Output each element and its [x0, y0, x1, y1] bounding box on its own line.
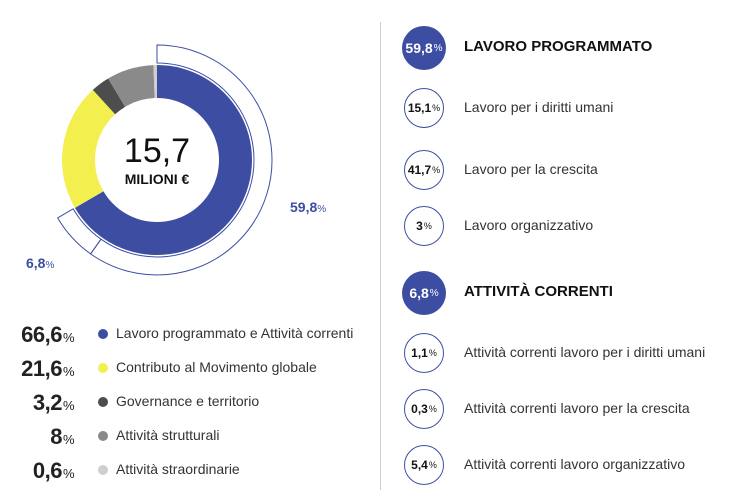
- legend: 66,6% Lavoro programmato e Attività corr…: [10, 318, 370, 488]
- legend-item: 66,6% Lavoro programmato e Attività corr…: [10, 318, 370, 352]
- group-value-badge: 59,8%: [402, 26, 446, 70]
- donut-slice-1: [61, 89, 116, 208]
- group-value-badge: 6,8%: [402, 271, 446, 315]
- breakdown-item: 3% Lavoro organizzativo: [402, 206, 738, 262]
- item-value-badge: 3%: [404, 206, 444, 246]
- pct-symbol: %: [62, 398, 75, 413]
- legend-item: 21,6% Contributo al Movimento globale: [10, 352, 370, 386]
- breakdown-item: 0,3% Attività correnti lavoro per la cre…: [402, 389, 738, 445]
- pct-symbol: %: [429, 287, 439, 299]
- item-value: 0,3: [411, 402, 428, 416]
- callout-value-small: 6,8: [26, 255, 46, 271]
- item-value: 15,1: [407, 101, 432, 115]
- donut-slice-2: [92, 78, 126, 115]
- item-label: Attività correnti lavoro per i diritti u…: [464, 344, 706, 360]
- item-label: Attività correnti lavoro per la crescita: [464, 400, 690, 416]
- legend-item: 0,6% Attività straordinarie: [10, 454, 370, 488]
- donut-slice-0: [74, 65, 253, 255]
- legend-swatch: [98, 329, 108, 339]
- donut-chart: 15,7 MILIONI € 59,8% 6,8%: [26, 44, 326, 276]
- item-label: Lavoro per la crescita: [464, 161, 598, 177]
- legend-swatch: [98, 465, 108, 475]
- legend-value: 8: [50, 424, 62, 449]
- pct-symbol: %: [62, 466, 75, 481]
- breakdown-item: 1,1% Attività correnti lavoro per i diri…: [402, 333, 738, 389]
- legend-label: Attività straordinarie: [116, 461, 240, 477]
- legend-label: Contributo al Movimento globale: [116, 359, 317, 375]
- group-attivita-correnti: 6,8% ATTIVITÀ CORRENTI 1,1% Attività cor…: [402, 271, 738, 501]
- breakdown-item: 41,7% Lavoro per la crescita: [402, 150, 738, 206]
- donut-slice-3: [108, 65, 155, 107]
- legend-value: 21,6: [21, 356, 62, 381]
- group-value: 59,8: [405, 40, 433, 56]
- pct-symbol: %: [428, 404, 437, 414]
- pct-symbol: %: [428, 460, 437, 470]
- center-value: 15,7: [124, 132, 190, 170]
- item-label: Attività correnti lavoro organizzativo: [464, 456, 685, 472]
- pct-symbol: %: [62, 364, 75, 379]
- legend-value: 66,6: [21, 322, 62, 347]
- legend-value: 3,2: [32, 390, 63, 415]
- breakdown-item: 5,4% Attività correnti lavoro organizzat…: [402, 445, 738, 501]
- breakdown-item: 15,1% Lavoro per i diritti umani: [402, 88, 738, 144]
- legend-swatch: [98, 363, 108, 373]
- callout-pct-large: %: [317, 204, 326, 215]
- group-title: LAVORO PROGRAMMATO: [464, 38, 653, 55]
- callout-arc-1: [56, 208, 102, 255]
- legend-label: Governance e territorio: [116, 393, 260, 409]
- pct-symbol: %: [432, 103, 441, 113]
- item-value-badge: 5,4%: [404, 445, 444, 485]
- item-label: Lavoro per i diritti umani: [464, 99, 614, 115]
- donut-slices: [61, 65, 253, 255]
- legend-swatch: [98, 397, 108, 407]
- outer-arcs: [56, 44, 273, 276]
- item-value-badge: 0,3%: [404, 389, 444, 429]
- group-value: 6,8: [409, 285, 429, 301]
- legend-swatch: [98, 431, 108, 441]
- pct-symbol: %: [423, 221, 432, 231]
- legend-value: 0,6: [32, 458, 63, 483]
- divider: [380, 22, 381, 490]
- pct-symbol: %: [62, 432, 75, 447]
- item-value-badge: 15,1%: [404, 88, 444, 128]
- legend-label: Attività strutturali: [116, 427, 220, 443]
- callout-label-small: 6,8%: [26, 255, 54, 271]
- pct-symbol: %: [62, 330, 75, 345]
- item-label: Lavoro organizzativo: [464, 217, 594, 233]
- donut-slice-4: [153, 65, 157, 99]
- pct-symbol: %: [428, 348, 437, 358]
- callout-pct-small: %: [45, 260, 54, 271]
- item-value-badge: 41,7%: [404, 150, 444, 190]
- group-lavoro-programmato: 59,8% LAVORO PROGRAMMATO 15,1% Lavoro pe…: [402, 26, 738, 262]
- item-value: 1,1: [411, 346, 428, 360]
- legend-label: Lavoro programmato e Attività correnti: [116, 325, 354, 341]
- center-unit: MILIONI €: [125, 171, 190, 187]
- item-value: 41,7: [407, 163, 432, 177]
- item-value: 5,4: [411, 458, 428, 472]
- item-value: 3: [416, 219, 423, 233]
- group-title: ATTIVITÀ CORRENTI: [464, 283, 613, 300]
- breakdown-panel: 59,8% LAVORO PROGRAMMATO 15,1% Lavoro pe…: [402, 0, 738, 498]
- callout-value-large: 59,8: [290, 199, 317, 215]
- legend-item: 8% Attività strutturali: [10, 420, 370, 454]
- callout-label-large: 59,8%: [290, 199, 326, 215]
- pct-symbol: %: [432, 165, 441, 175]
- legend-item: 3,2% Governance e territorio: [10, 386, 370, 420]
- item-value-badge: 1,1%: [404, 333, 444, 373]
- pct-symbol: %: [433, 42, 443, 54]
